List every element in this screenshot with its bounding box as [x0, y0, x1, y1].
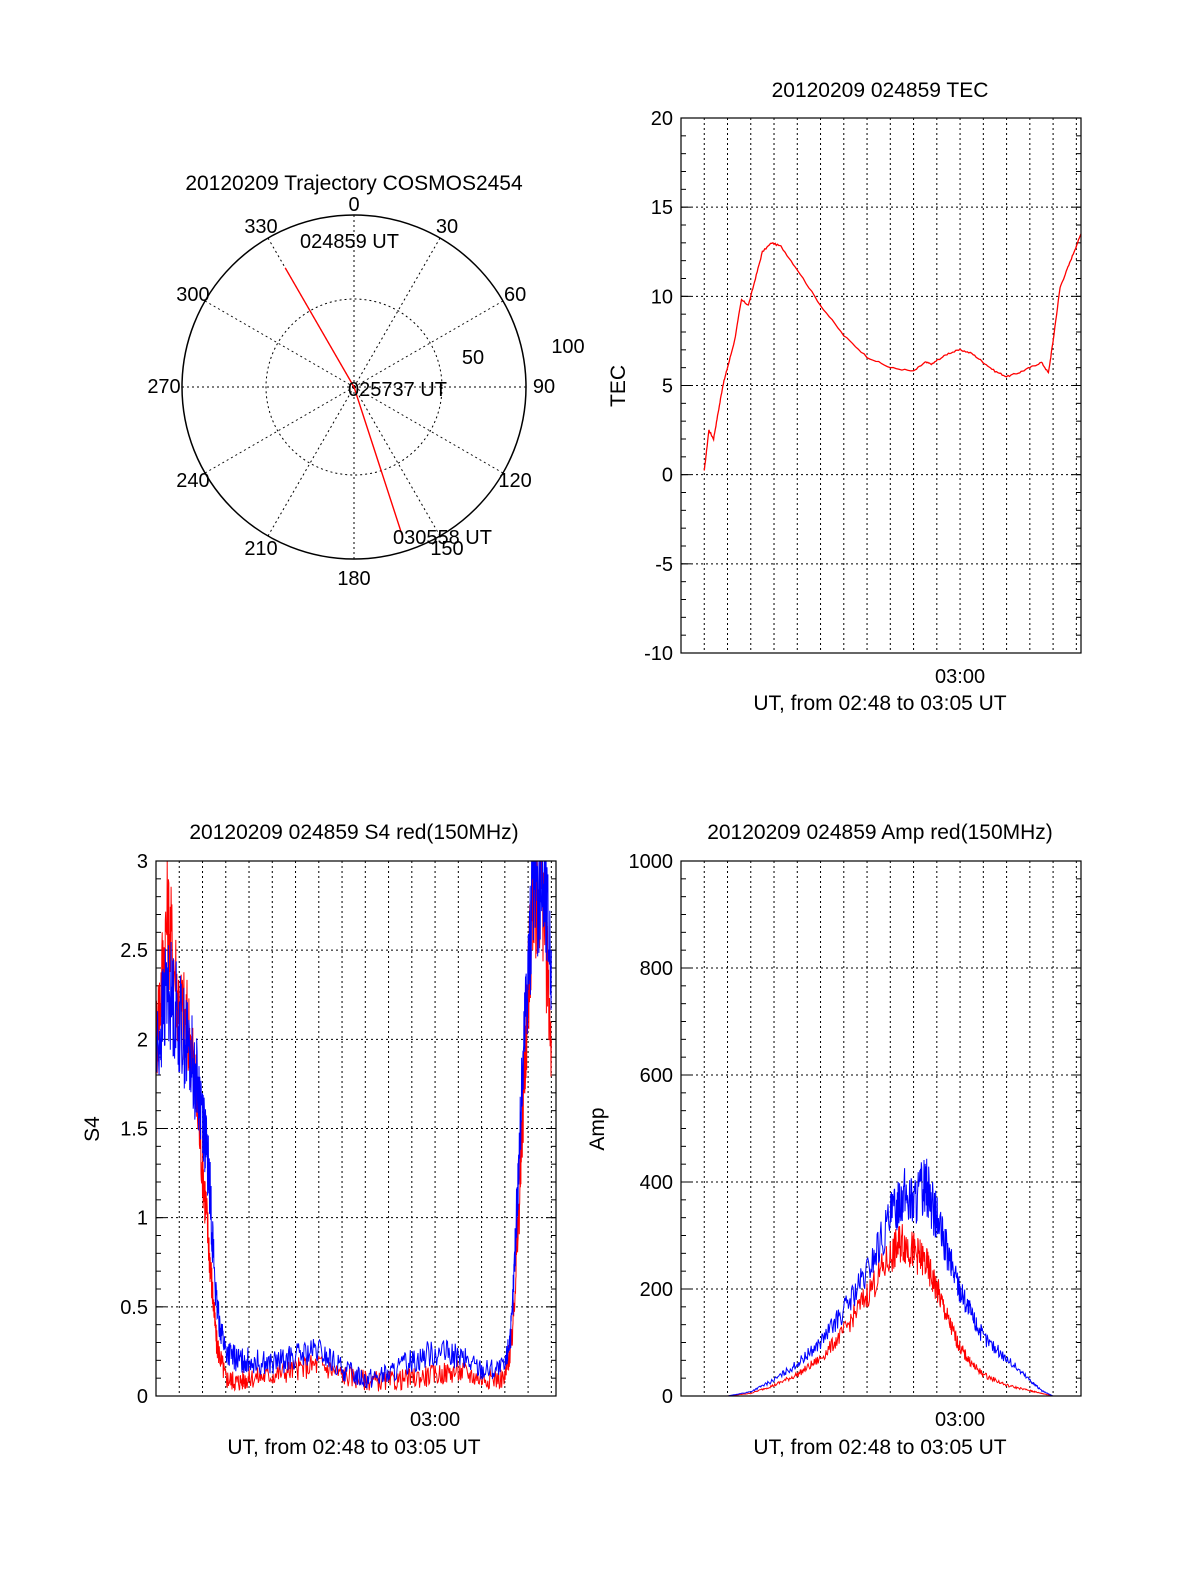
s4-ytick-label: 0: [137, 1386, 148, 1408]
s4-chart-ylabel: S4: [81, 1116, 104, 1142]
polar-radial-label-50: 50: [462, 347, 484, 369]
amp-xtick-label: 03:00: [935, 1409, 985, 1431]
amp-ytick-label: 800: [640, 958, 673, 980]
amp-chart: 20120209 024859 Amp red(150MHz) UT, from…: [586, 821, 1082, 1459]
polar-azimuth-label-240: 240: [176, 470, 209, 492]
polar-start-label: 024859 UT: [300, 231, 399, 253]
tec-chart-xlabel: UT, from 02:48 to 03:05 UT: [753, 692, 1006, 715]
polar-radial-label-100: 100: [551, 336, 584, 358]
tec-chart-ylabel: TEC: [607, 365, 630, 407]
polar-azimuth-label-270: 270: [147, 376, 180, 398]
polar-track-line: [284, 267, 404, 538]
amp-plot-frame: [680, 860, 1082, 1397]
polar-azimuth-label-60: 60: [504, 284, 526, 306]
s4-ytick-label: 2: [137, 1029, 148, 1051]
s4-ytick-label: 2.5: [120, 940, 148, 962]
s4-ytick-label: 1: [137, 1208, 148, 1230]
polar-trajectory-plot: 20120209 Trajectory COSMOS2454 0 30 60 90 12…: [147, 172, 584, 590]
s4-series-red: [155, 860, 552, 1392]
amp-ytick-label: 1000: [629, 851, 674, 873]
amp-series-blue: [681, 1158, 1081, 1397]
s4-chart-title: 20120209 024859 S4 red(150MHz): [189, 821, 518, 844]
amp-chart-title: 20120209 024859 Amp red(150MHz): [707, 821, 1053, 844]
s4-plot-frame: [155, 860, 557, 1397]
tec-ytick-label: -5: [655, 554, 673, 576]
tec-ytick-label: -10: [644, 643, 673, 665]
tec-ytick-label: 20: [651, 108, 673, 130]
s4-chart-xlabel: UT, from 02:48 to 03:05 UT: [227, 1436, 480, 1459]
polar-spoke-210: [267, 386, 355, 537]
amp-ytick-label: 600: [640, 1065, 673, 1087]
amp-ytick-label: 400: [640, 1172, 673, 1194]
polar-mid-label: 025737 UT: [348, 379, 447, 401]
tec-chart-title: 20120209 024859 TEC: [772, 79, 989, 102]
tec-ytick-label: 5: [662, 376, 673, 398]
polar-spoke-60: [353, 300, 504, 388]
amp-series-red: [681, 1224, 1081, 1397]
tec-xtick-label: 03:00: [935, 666, 985, 688]
amp-ytick-label: 0: [662, 1386, 673, 1408]
polar-azimuth-label-30: 30: [436, 216, 458, 238]
amp-chart-xlabel: UT, from 02:48 to 03:05 UT: [753, 1436, 1006, 1459]
polar-end-label: 030558 UT: [393, 527, 492, 549]
polar-title: 20120209 Trajectory COSMOS2454: [185, 172, 523, 195]
s4-xtick-label: 03:00: [410, 1409, 460, 1431]
polar-spoke-300: [204, 300, 355, 388]
polar-inner-circle: [265, 298, 443, 476]
polar-azimuth-label-150: 150: [430, 538, 463, 560]
tec-ytick-label: 15: [651, 197, 673, 219]
tec-chart: 20120209 024859 TEC UT, from 02:48 to 03…: [607, 79, 1082, 715]
polar-azimuth-label-330: 330: [244, 216, 277, 238]
tec-plot-frame: [680, 117, 1082, 654]
polar-azimuth-label-120: 120: [498, 470, 531, 492]
tec-ytick-label: 10: [651, 286, 673, 308]
s4-ytick-label: 1.5: [120, 1119, 148, 1141]
tec-ytick-label: 0: [662, 465, 673, 487]
polar-azimuth-label-180: 180: [337, 568, 370, 590]
polar-spoke-240: [204, 386, 355, 474]
tec-series-red: [703, 233, 1082, 471]
s4-chart: 20120209 024859 S4 red(150MHz) UT, from …: [81, 821, 557, 1459]
polar-azimuth-label-300: 300: [176, 284, 209, 306]
s4-ytick-label: 3: [137, 851, 148, 873]
amp-chart-ylabel: Amp: [586, 1107, 609, 1150]
polar-azimuth-label-0: 0: [348, 194, 359, 216]
s4-series-blue: [155, 860, 552, 1389]
polar-azimuth-label-210: 210: [244, 538, 277, 560]
s4-ytick-label: 0.5: [120, 1297, 148, 1319]
polar-spoke-150: [353, 386, 441, 537]
polar-spoke-120: [353, 386, 504, 474]
polar-spoke-30: [353, 237, 441, 388]
polar-azimuth-label-90: 90: [533, 376, 555, 398]
amp-ytick-label: 200: [640, 1279, 673, 1301]
